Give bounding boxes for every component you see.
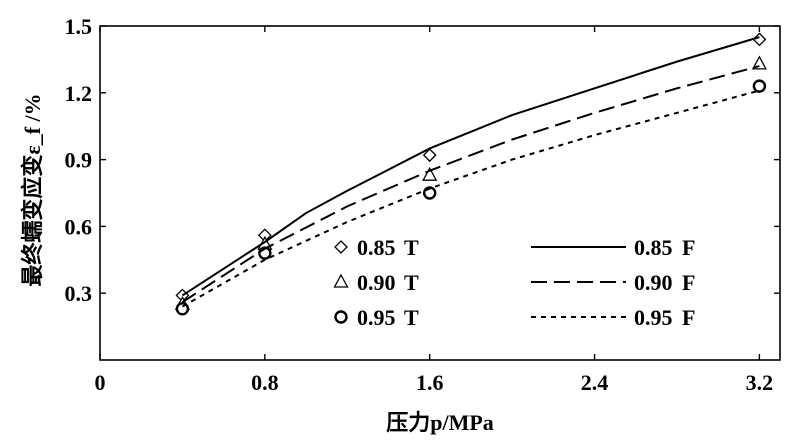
y-tick-label: 0.3	[65, 281, 93, 306]
y-axis-title: 最终蠕变应变ε_f /%	[20, 93, 45, 286]
legend-label-code: F	[682, 270, 695, 295]
x-tick-label: 0.8	[251, 370, 279, 395]
x-axis-title: 压力p/MPa	[386, 410, 494, 435]
x-tick-label: 2.4	[581, 370, 609, 395]
data-point-triangle	[422, 166, 438, 181]
series-line-3	[181, 36, 760, 297]
legend-marker-triangle	[333, 273, 349, 288]
y-tick-label: 1.5	[65, 14, 93, 39]
legend-label-code: F	[682, 305, 695, 330]
legend-marker-circle	[334, 310, 348, 324]
legend-label-number: 0.90	[634, 270, 673, 295]
legend-label-code: T	[404, 235, 419, 260]
x-tick-label: 3.2	[746, 370, 774, 395]
legend-label-number: 0.95	[357, 305, 396, 330]
y-tick-label: 0.9	[65, 148, 93, 173]
legend-label-code: T	[404, 270, 419, 295]
data-point-triangle	[751, 55, 767, 70]
y-tick-label: 1.2	[65, 81, 93, 106]
legend-label-number: 0.90	[357, 270, 396, 295]
y-tick-label: 0.6	[65, 214, 93, 239]
data-point-circle	[752, 79, 767, 93]
legend-label-code: F	[682, 235, 695, 260]
series-line-4	[181, 65, 760, 303]
legend-label-number: 0.85	[634, 235, 673, 260]
legend-label-number: 0.95	[634, 305, 673, 330]
legend-marker-diamond	[334, 240, 348, 254]
x-tick-label: 0	[95, 370, 106, 395]
legend-label-code: T	[404, 305, 419, 330]
plot-frame	[99, 25, 781, 361]
legend-label-number: 0.85	[357, 235, 396, 260]
data-point-diamond	[422, 148, 437, 163]
x-tick-label: 1.6	[416, 370, 444, 395]
series-line-5	[181, 89, 760, 308]
